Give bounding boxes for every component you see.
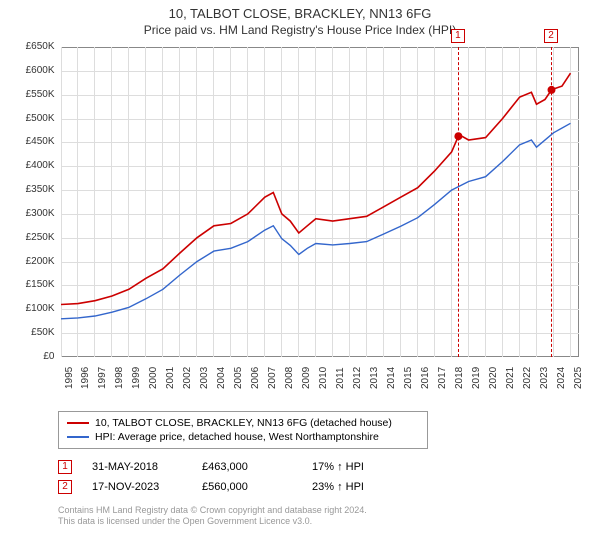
x-tick-label: 2002 [182, 367, 193, 389]
sale-marker-dot [454, 132, 462, 140]
page-title: 10, TALBOT CLOSE, BRACKLEY, NN13 6FG [10, 6, 590, 21]
legend-item: 10, TALBOT CLOSE, BRACKLEY, NN13 6FG (de… [67, 416, 419, 430]
series-line [61, 123, 571, 318]
sale-row-date: 31-MAY-2018 [92, 461, 182, 473]
series-line [61, 73, 571, 304]
footnote-line: This data is licensed under the Open Gov… [58, 516, 590, 527]
footnote: Contains HM Land Registry data © Crown c… [58, 505, 590, 528]
x-tick-label: 2022 [522, 367, 533, 389]
x-tick-label: 2012 [352, 367, 363, 389]
x-tick-label: 2007 [267, 367, 278, 389]
x-tick-label: 2019 [471, 367, 482, 389]
x-tick-label: 2013 [369, 367, 380, 389]
x-tick-label: 2009 [301, 367, 312, 389]
x-tick-label: 2025 [573, 367, 584, 389]
sale-row-pct: 23% ↑ HPI [312, 481, 402, 493]
page-subtitle: Price paid vs. HM Land Registry's House … [10, 23, 590, 37]
sale-row-marker: 1 [58, 460, 72, 474]
x-tick-label: 2023 [539, 367, 550, 389]
sale-row-price: £463,000 [202, 461, 292, 473]
chart-svg [13, 43, 583, 361]
x-tick-label: 2017 [437, 367, 448, 389]
sale-row-price: £560,000 [202, 481, 292, 493]
x-tick-label: 2021 [505, 367, 516, 389]
x-tick-label: 2010 [318, 367, 329, 389]
legend-swatch [67, 436, 89, 438]
footnote-line: Contains HM Land Registry data © Crown c… [58, 505, 590, 516]
sale-row-pct: 17% ↑ HPI [312, 461, 402, 473]
x-tick-label: 2015 [403, 367, 414, 389]
x-tick-label: 2024 [556, 367, 567, 389]
x-tick-label: 2016 [420, 367, 431, 389]
x-tick-label: 1999 [131, 367, 142, 389]
x-tick-label: 1996 [80, 367, 91, 389]
sale-row-marker: 2 [58, 480, 72, 494]
sale-row-date: 17-NOV-2023 [92, 481, 182, 493]
x-tick-label: 2000 [148, 367, 159, 389]
x-tick-label: 2008 [284, 367, 295, 389]
chart: £0£50K£100K£150K£200K£250K£300K£350K£400… [13, 43, 588, 403]
x-tick-label: 1998 [114, 367, 125, 389]
legend-item: HPI: Average price, detached house, West… [67, 430, 419, 444]
legend: 10, TALBOT CLOSE, BRACKLEY, NN13 6FG (de… [58, 411, 428, 449]
sales-table: 1 31-MAY-2018 £463,000 17% ↑ HPI 2 17-NOV-202… [58, 457, 590, 497]
legend-label: HPI: Average price, detached house, West… [95, 431, 379, 443]
sale-marker-box: 1 [451, 29, 465, 43]
x-tick-label: 2006 [250, 367, 261, 389]
x-tick-label: 2001 [165, 367, 176, 389]
x-tick-label: 2014 [386, 367, 397, 389]
x-tick-label: 2020 [488, 367, 499, 389]
x-tick-label: 1995 [64, 367, 75, 389]
x-tick-label: 2011 [335, 367, 346, 389]
sale-row: 1 31-MAY-2018 £463,000 17% ↑ HPI [58, 457, 590, 477]
x-tick-label: 2004 [216, 367, 227, 389]
sale-marker-box: 2 [544, 29, 558, 43]
legend-label: 10, TALBOT CLOSE, BRACKLEY, NN13 6FG (de… [95, 417, 392, 429]
x-tick-label: 2005 [233, 367, 244, 389]
x-tick-label: 2003 [199, 367, 210, 389]
sale-row: 2 17-NOV-2023 £560,000 23% ↑ HPI [58, 477, 590, 497]
sale-marker-dot [547, 86, 555, 94]
x-tick-label: 2018 [454, 367, 465, 389]
legend-swatch [67, 422, 89, 424]
x-tick-label: 1997 [97, 367, 108, 389]
